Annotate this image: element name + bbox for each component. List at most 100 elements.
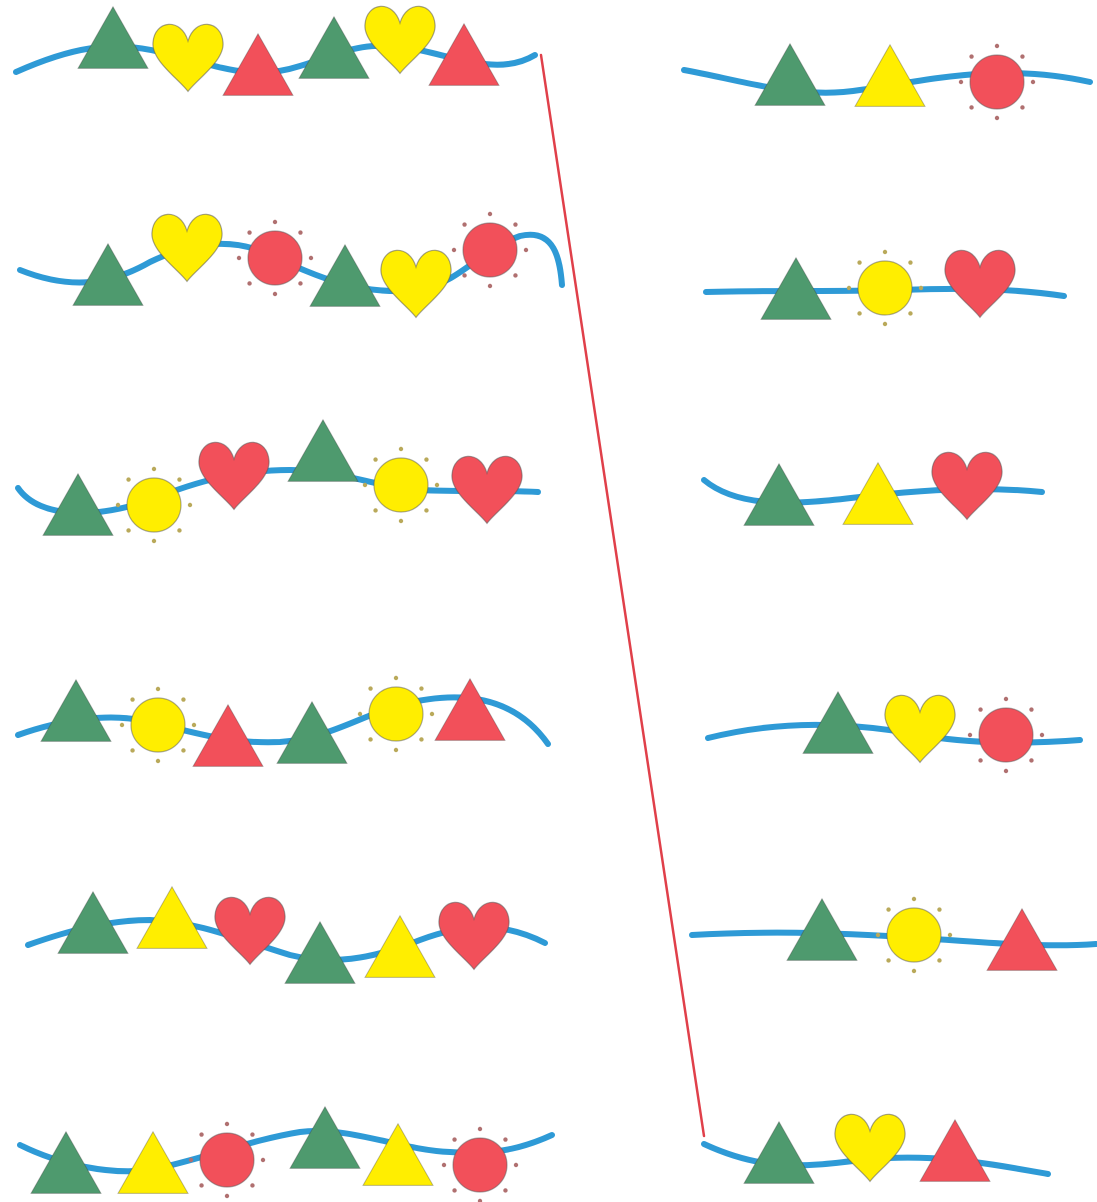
ray-dot <box>398 446 404 452</box>
ray-dot <box>1020 54 1025 59</box>
ray-dot <box>452 1137 457 1142</box>
yellow-circle-bead <box>846 249 924 327</box>
ray-dot <box>882 249 888 255</box>
yellow-circle-bead <box>119 686 197 764</box>
ray-dot <box>937 907 942 912</box>
left-necklace-5[interactable] <box>25 885 548 984</box>
ray-dot <box>911 968 917 974</box>
ray-dot <box>1030 79 1036 85</box>
ray-dot <box>130 697 135 702</box>
green-triangle-bead <box>40 678 112 742</box>
ray-dot <box>434 482 440 488</box>
red-heart-bead <box>438 901 510 971</box>
necklaces <box>13 5 1097 1202</box>
ray-dot <box>441 1162 447 1168</box>
ray-dot <box>513 222 518 227</box>
ray-dot <box>191 722 197 728</box>
ray-dot <box>429 711 435 717</box>
ray-dot <box>969 105 974 110</box>
yellow-triangle-bead <box>854 43 926 107</box>
ray-dot <box>155 686 161 692</box>
ray-dot <box>978 758 983 763</box>
red-triangle-bead <box>222 32 294 96</box>
green-triangle-bead <box>287 418 359 482</box>
bead-body <box>886 907 942 963</box>
ray-dot <box>947 932 953 938</box>
ray-dot <box>451 247 457 253</box>
left-necklace-1[interactable] <box>13 5 538 96</box>
bead-body <box>126 477 182 533</box>
necklace-string <box>17 231 565 295</box>
ray-dot <box>368 737 373 742</box>
ray-dot <box>151 466 157 472</box>
ray-dot <box>130 748 135 753</box>
ray-dot <box>250 1183 255 1188</box>
yellow-triangle-bead <box>842 461 914 525</box>
red-triangle-bead <box>986 907 1058 971</box>
left-necklace-3[interactable] <box>15 418 541 544</box>
right-necklace-3[interactable] <box>701 451 1045 526</box>
green-triangle-bead <box>743 462 815 526</box>
ray-dot <box>424 457 429 462</box>
red-circle-bead <box>451 211 529 289</box>
yellow-triangle-bead <box>364 914 436 978</box>
bead-body <box>368 686 424 742</box>
yellow-heart-bead <box>152 23 224 93</box>
bead-body <box>462 222 518 278</box>
ray-dot <box>419 686 424 691</box>
green-triangle-bead <box>309 243 381 307</box>
ray-dot <box>994 43 1000 49</box>
left-necklace-2[interactable] <box>17 211 565 319</box>
ray-dot <box>857 311 862 316</box>
green-triangle-bead <box>77 5 149 69</box>
left-necklace-6[interactable] <box>17 1105 555 1202</box>
left-necklace-4[interactable] <box>15 675 551 767</box>
bead-body <box>978 707 1034 763</box>
green-triangle-bead <box>786 897 858 961</box>
ray-dot <box>1029 707 1034 712</box>
green-triangle-bead <box>284 920 356 984</box>
ray-dot <box>908 260 913 265</box>
ray-dot <box>126 528 131 533</box>
ray-dot <box>958 79 964 85</box>
yellow-circle-bead <box>357 675 435 753</box>
yellow-heart-bead <box>364 5 436 75</box>
ray-dot <box>298 281 303 286</box>
ray-dot <box>503 1188 508 1193</box>
red-circle-bead <box>188 1121 266 1199</box>
red-triangle-bead <box>192 703 264 767</box>
red-circle-bead <box>441 1126 519 1202</box>
ray-dot <box>126 477 131 482</box>
right-necklace-2[interactable] <box>703 249 1067 327</box>
ray-dot <box>918 285 924 291</box>
ray-dot <box>250 1132 255 1137</box>
yellow-triangle-bead <box>117 1130 189 1194</box>
bead-body <box>373 457 429 513</box>
ray-dot <box>236 255 242 261</box>
ray-dot <box>373 457 378 462</box>
ray-dot <box>452 1188 457 1193</box>
ray-dot <box>1003 696 1009 702</box>
answer-lines <box>539 53 706 1138</box>
green-triangle-bead <box>298 15 370 79</box>
right-necklace-1[interactable] <box>681 42 1093 121</box>
right-necklace-5[interactable] <box>689 896 1097 974</box>
green-triangle-bead <box>42 472 114 536</box>
ray-dot <box>969 54 974 59</box>
ray-dot <box>247 230 252 235</box>
ray-dot <box>875 932 881 938</box>
ray-dot <box>937 958 942 963</box>
right-necklace-4[interactable] <box>705 690 1083 774</box>
ray-dot <box>247 281 252 286</box>
ray-dot <box>487 211 493 217</box>
ray-dot <box>115 502 121 508</box>
ray-dot <box>1029 758 1034 763</box>
red-heart-bead <box>451 455 523 525</box>
right-necklace-6[interactable] <box>701 1113 1051 1184</box>
yellow-circle-bead <box>362 446 440 524</box>
ray-dot <box>187 502 193 508</box>
ray-dot <box>994 115 1000 121</box>
green-triangle-bead <box>754 42 826 106</box>
red-circle-bead <box>958 43 1036 121</box>
